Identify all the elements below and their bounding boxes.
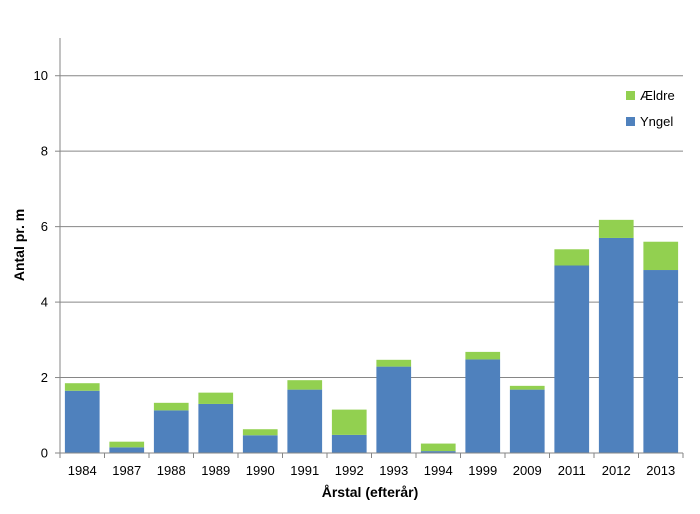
bar-ældre-2013 xyxy=(643,241,679,271)
x-tick-label: 1994 xyxy=(424,463,453,478)
legend: Ældre Yngel xyxy=(626,88,675,129)
x-axis-title: Årstal (efterår) xyxy=(322,484,418,500)
x-tick-label: 1992 xyxy=(335,463,364,478)
bar-ældre-2011 xyxy=(554,249,590,266)
ticks-layer: 0 2 4 6 8 10 1984 1987 1988 1989 1990 1991 1992 1993 1… xyxy=(34,68,676,478)
x-tick-label: 1989 xyxy=(201,463,230,478)
y-tick-label: 0 xyxy=(41,446,48,461)
bars-layer xyxy=(64,219,679,453)
bar-ældre-1987 xyxy=(109,441,145,448)
bar-yngel-1984 xyxy=(64,390,100,453)
bar-ældre-2012 xyxy=(598,219,634,238)
bar-ældre-1984 xyxy=(64,383,100,391)
bar-ældre-2009 xyxy=(509,385,545,390)
legend-swatch-ældre xyxy=(626,91,635,100)
bar-ældre-1989 xyxy=(198,392,234,404)
bar-yngel-1992 xyxy=(331,434,367,453)
x-tick-label: 2013 xyxy=(646,463,675,478)
bar-yngel-2012 xyxy=(598,237,634,453)
bar-ældre-1988 xyxy=(153,402,189,411)
axes-layer xyxy=(55,38,684,458)
bar-yngel-1989 xyxy=(198,403,234,453)
bar-yngel-1988 xyxy=(153,410,189,453)
y-axis-title: Antal pr. m xyxy=(11,209,27,281)
x-tick-label: 1993 xyxy=(379,463,408,478)
x-tick-label: 1988 xyxy=(157,463,186,478)
x-tick-label: 2009 xyxy=(513,463,542,478)
y-tick-label: 2 xyxy=(41,370,48,385)
x-tick-label: 2011 xyxy=(558,463,586,478)
bar-yngel-1993 xyxy=(376,366,412,453)
x-tick-label: 2012 xyxy=(602,463,631,478)
legend-swatch-yngel xyxy=(626,117,635,126)
grid-layer xyxy=(60,75,683,379)
bar-ældre-1990 xyxy=(242,429,278,436)
x-tick-label: 1999 xyxy=(468,463,497,478)
bar-yngel-1990 xyxy=(242,435,278,453)
bar-ældre-1992 xyxy=(331,409,367,435)
x-tick-label: 1984 xyxy=(68,463,97,478)
bar-yngel-1991 xyxy=(287,389,323,453)
x-tick-label: 1987 xyxy=(112,463,141,478)
bar-ældre-1994 xyxy=(420,443,456,452)
legend-label-ældre: Ældre xyxy=(640,88,675,103)
y-tick-label: 6 xyxy=(41,219,48,234)
bar-yngel-1994 xyxy=(420,451,456,453)
bar-yngel-1987 xyxy=(109,447,145,453)
bar-yngel-2013 xyxy=(643,270,679,453)
bar-ældre-1991 xyxy=(287,380,323,390)
y-tick-label: 8 xyxy=(41,144,48,159)
bar-yngel-2011 xyxy=(554,265,590,453)
legend-label-yngel: Yngel xyxy=(640,114,673,129)
bar-yngel-1999 xyxy=(465,359,501,453)
y-tick-label: 10 xyxy=(34,68,48,83)
y-tick-label: 4 xyxy=(41,295,48,310)
bar-ældre-1993 xyxy=(376,359,412,367)
bar-ældre-1999 xyxy=(465,351,501,360)
x-tick-label: 1990 xyxy=(246,463,275,478)
x-tick-label: 1991 xyxy=(290,463,319,478)
bar-yngel-2009 xyxy=(509,389,545,453)
